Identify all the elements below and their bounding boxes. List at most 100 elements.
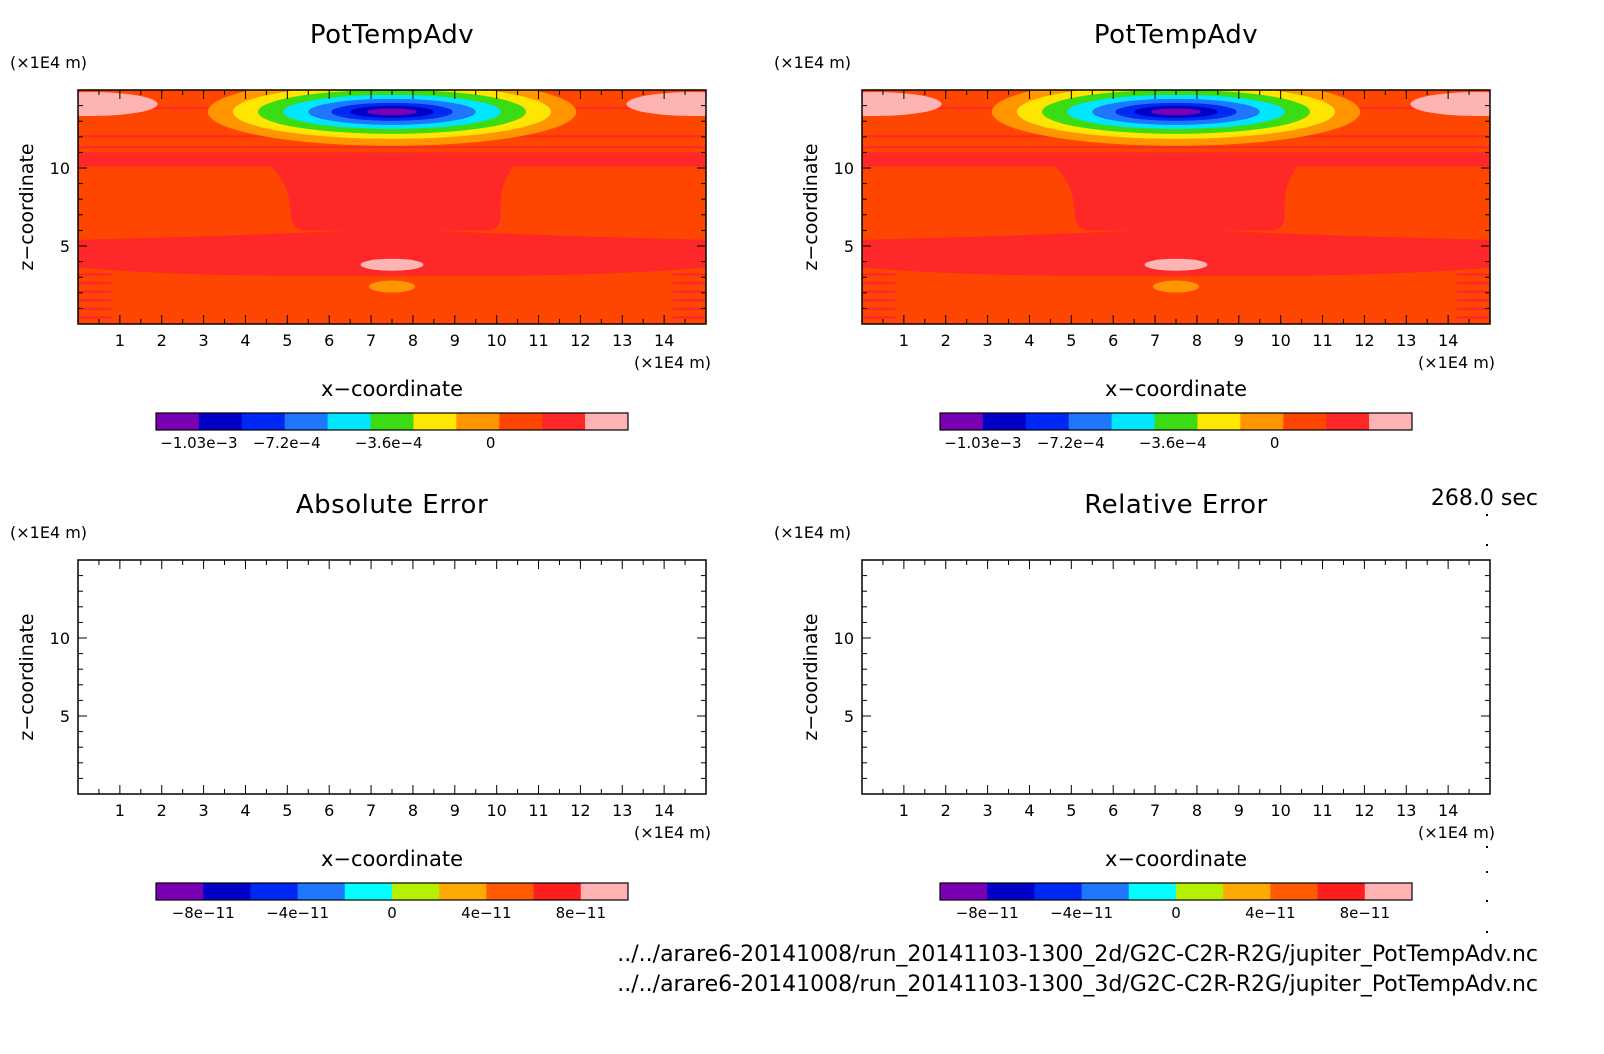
colorbar-swatch [1128,883,1177,900]
x-tick-label: 4 [1024,801,1034,820]
y-unit-label: (×1E4 m) [774,53,852,72]
x-tick-label: 9 [450,331,460,350]
file-path: ../../arare6-20141008/run_20141103-1300_… [617,942,1538,967]
contour-minimum [1152,280,1200,293]
x-tick-label: 5 [1066,801,1076,820]
colorbar-swatch [1326,413,1370,430]
x-unit-label: (×1E4 m) [634,353,712,372]
contour-ring [366,108,418,116]
contour-ring [1150,108,1202,116]
y-axis-label: z−coordinate [800,613,822,741]
x-tick-label: 7 [1150,801,1160,820]
marker-dot [1486,900,1488,902]
x-tick-label: 14 [1438,801,1458,820]
x-tick-label: 4 [240,331,250,350]
colorbar-swatch [585,413,629,430]
contour-band [862,281,896,285]
contour-maximum [1410,92,1490,117]
colorbar-swatch [1270,883,1319,900]
x-unit-label: (×1E4 m) [634,823,712,842]
colorbar-swatch [1176,883,1224,900]
colorbar-swatch [982,413,1027,430]
x-tick-label: 3 [983,331,993,350]
colorbar-swatch [1025,413,1070,430]
contour-band [862,273,896,276]
plot-frame [861,559,1491,795]
x-tick-label: 4 [1024,331,1034,350]
y-tick-label: 10 [50,159,70,178]
x-axis-label: x−coordinate [1104,847,1248,871]
colorbar-swatch [1197,413,1241,430]
colorbar: −8e−11 −4e−11 0 4e−11 8e−11 [939,882,1413,922]
colorbar-swatch [580,883,629,900]
y-unit-label: (×1E4 m) [10,523,88,542]
colorbar-label: −4e−11 [1050,904,1113,922]
colorbar-frame [155,412,629,431]
contour-band [78,264,112,268]
contour-band [78,290,112,293]
x-tick-label: 9 [1234,331,1244,350]
contour-band [672,264,706,268]
contour-band [1456,264,1490,268]
x-tick-label: 13 [1396,801,1416,820]
y-tick-label: 5 [844,237,854,256]
x-tick-label: 1 [899,331,909,350]
colorbar: −1.03e−3 −7.2e−4 −3.6e−4 0 [155,412,629,452]
contour-band [672,281,706,285]
x-unit-label: (×1E4 m) [1418,823,1496,842]
colorbar-label: 8e−11 [556,904,606,922]
x-tick-label: 9 [450,801,460,820]
x-tick-label: 5 [282,801,292,820]
y-tick-label: 10 [834,629,854,648]
x-tick-label: 8 [1192,331,1202,350]
colorbar-frame [939,412,1413,431]
contour-band [672,273,706,276]
colorbar-swatch [456,413,500,430]
colorbar-swatch [284,413,329,430]
colorbar-label: −1.03e−3 [160,434,237,452]
y-axis-label: z−coordinate [800,143,822,271]
colorbar-swatch [370,413,414,430]
colorbar-frame [155,882,629,901]
contour-region [278,166,506,231]
x-tick-label: 13 [612,801,632,820]
x-tick-label: 4 [240,801,250,820]
colorbar-label: −8e−11 [956,904,1019,922]
colorbar-label: −1.03e−3 [944,434,1021,452]
colorbar-swatch [987,883,1035,900]
x-tick-label: 8 [408,331,418,350]
colorbar-swatch [1317,883,1366,900]
contour-band [862,256,896,259]
x-tick-label: 14 [1438,331,1458,350]
contour-maximum [78,92,158,117]
colorbar-label: 8e−11 [1340,904,1390,922]
y-axis-label: z−coordinate [16,143,38,271]
contour-maximum [1144,258,1208,271]
plot-frame [77,559,707,795]
x-tick-label: 11 [528,801,548,820]
y-unit-label: (×1E4 m) [774,523,852,542]
contour-band [1456,256,1490,259]
x-axis-label: x−coordinate [320,847,464,871]
x-tick-label: 8 [408,801,418,820]
x-tick-label: 12 [1354,801,1374,820]
y-tick-label: 5 [60,707,70,726]
colorbar-swatch [156,883,204,900]
x-tick-label: 12 [570,331,590,350]
contour-minimum [368,280,416,293]
x-tick-label: 7 [366,331,376,350]
colorbar-swatch [1223,883,1271,900]
contour-band [1456,307,1490,311]
y-unit-label: (×1E4 m) [10,53,88,72]
time-label: 268.0 sec [1430,486,1538,511]
x-axis-label: x−coordinate [1104,377,1248,401]
contour-band [78,273,112,276]
y-tick-label: 10 [834,159,854,178]
colorbar-swatch [1283,413,1327,430]
contour-maximum [360,258,424,271]
colorbar-swatch [297,883,346,900]
colorbar-swatch [156,413,200,430]
contour-band [78,256,112,259]
